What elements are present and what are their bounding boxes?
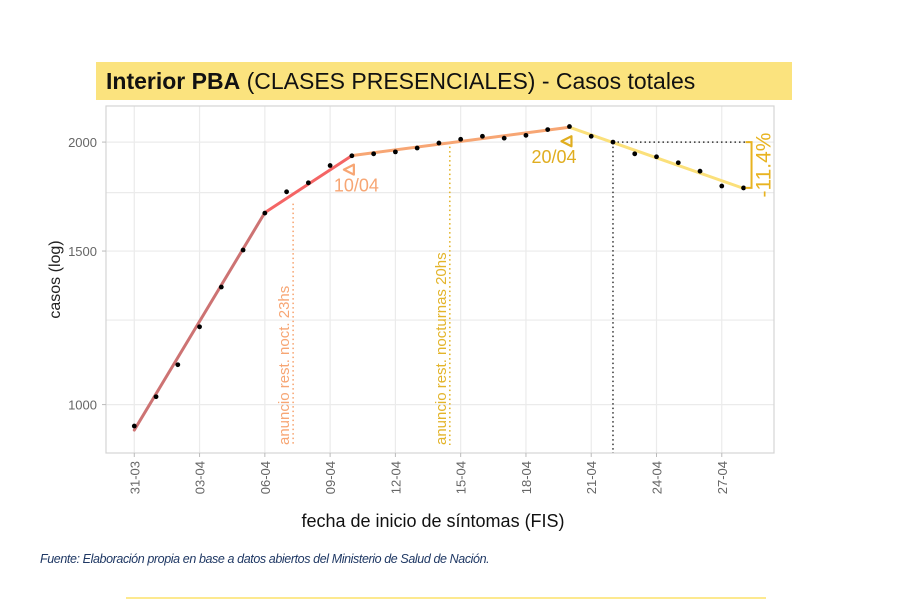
data-point xyxy=(327,163,333,168)
data-point xyxy=(131,423,137,429)
x-tick-label: 31-03 xyxy=(127,461,142,494)
data-point xyxy=(153,394,159,400)
data-point xyxy=(175,362,181,368)
change-bracket xyxy=(745,141,753,189)
data-point xyxy=(436,140,442,146)
event-label: anuncio rest. nocturnas 20hs xyxy=(433,252,450,445)
x-tick-label: 27-04 xyxy=(715,461,730,494)
breakpoint-label: 10/04 xyxy=(334,176,379,196)
y-axis-label: casos (log) xyxy=(47,240,64,318)
x-axis-label: fecha de inicio de síntomas (FIS) xyxy=(301,511,564,531)
x-tick-label: 12-04 xyxy=(388,461,403,494)
x-tick-label: 03-04 xyxy=(193,461,208,494)
y-tick-label: 1500 xyxy=(68,244,97,259)
data-point xyxy=(218,284,224,290)
triangle-left-icon xyxy=(342,163,355,176)
source-note: Fuente: Elaboración propia en base a dat… xyxy=(40,552,490,566)
data-point xyxy=(610,139,616,145)
data-point xyxy=(480,133,485,139)
data-point xyxy=(501,135,507,141)
data-point xyxy=(197,324,202,330)
reference-lines xyxy=(612,141,752,453)
data-point xyxy=(741,185,746,191)
y-axis: 1000 1500 2000 xyxy=(68,135,106,413)
x-tick-label: 18-04 xyxy=(519,461,534,494)
data-point xyxy=(392,149,398,155)
x-tick-label: 21-04 xyxy=(584,461,599,494)
x-tick-label: 06-04 xyxy=(258,461,273,494)
data-point xyxy=(632,151,638,157)
data-point xyxy=(262,210,268,216)
x-tick-label: 09-04 xyxy=(323,461,338,494)
change-label: -11.4% xyxy=(753,133,776,198)
data-point xyxy=(305,180,311,186)
x-axis: 31-03 03-04 06-04 09-04 12-04 15-04 18-04 21-04… xyxy=(127,453,730,494)
event-label: anuncio rest. noct. 23hs xyxy=(276,286,293,445)
chart-title: Interior PBA (CLASES PRESENCIALES) - Cas… xyxy=(96,62,792,100)
event-lines: anuncio rest. noct. 23hs anuncio rest. no… xyxy=(276,142,451,445)
x-tick-label: 15-04 xyxy=(454,461,469,494)
data-point xyxy=(697,168,703,174)
x-tick-label: 24-04 xyxy=(650,461,665,494)
annotations: 10/04 20/04 -11.4% xyxy=(334,133,776,198)
data-point xyxy=(654,154,659,160)
y-tick-label: 1000 xyxy=(68,398,97,413)
data-point xyxy=(523,132,529,138)
data-point xyxy=(545,127,551,133)
data-points xyxy=(131,124,746,429)
data-point xyxy=(414,145,420,151)
data-point xyxy=(458,136,464,142)
plot-frame xyxy=(105,105,775,454)
grid xyxy=(106,106,774,453)
data-point xyxy=(719,183,725,189)
y-tick-label: 2000 xyxy=(68,135,97,150)
chart-title-rest: (CLASES PRESENCIALES) - Casos totales xyxy=(240,68,696,94)
chart-title-bold: Interior PBA xyxy=(106,68,241,94)
data-point xyxy=(588,133,594,139)
data-point xyxy=(675,160,681,166)
triangle-left-icon xyxy=(560,135,573,148)
data-point xyxy=(371,151,377,157)
data-point xyxy=(284,189,289,195)
divider xyxy=(126,597,766,599)
data-point xyxy=(567,124,572,129)
data-point xyxy=(240,247,246,253)
breakpoint-label: 20/04 xyxy=(531,147,576,167)
data-point xyxy=(349,153,355,159)
